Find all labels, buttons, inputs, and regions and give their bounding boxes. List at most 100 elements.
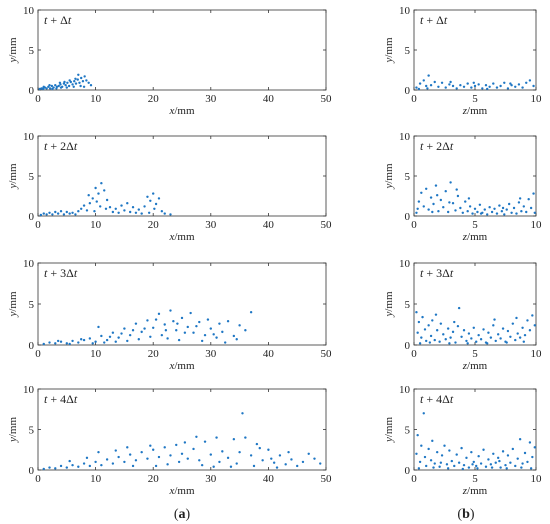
- data-point: [415, 311, 418, 314]
- y-axis-label: y/mm: [7, 37, 19, 64]
- data-point: [50, 84, 54, 88]
- data-point: [45, 213, 48, 216]
- data-point: [420, 444, 423, 447]
- data-point: [493, 207, 496, 210]
- data-point: [134, 211, 138, 214]
- data-point: [74, 77, 77, 81]
- data-point: [284, 463, 287, 466]
- data-point: [418, 460, 422, 464]
- data-points: [415, 412, 536, 471]
- data-point: [215, 436, 218, 439]
- data-point: [146, 195, 149, 198]
- data-point: [232, 334, 236, 338]
- data-point: [460, 446, 463, 450]
- data-point: [140, 212, 143, 215]
- y-axis-label: y/mm: [7, 163, 19, 190]
- data-point: [146, 457, 149, 460]
- data-point: [476, 467, 479, 470]
- data-point: [422, 205, 425, 208]
- data-point: [473, 207, 477, 210]
- scatter-panel-a1: 0 10 20 30 40 50 0 5 10 x/mm y/mm t + Δt: [7, 5, 332, 117]
- x-tick-label: 40: [263, 348, 275, 360]
- data-point: [464, 200, 467, 203]
- data-point: [131, 464, 135, 468]
- data-point: [88, 464, 92, 468]
- data-point: [466, 342, 469, 345]
- x-axis-label: x/mm: [168, 485, 195, 497]
- data-point: [490, 210, 494, 214]
- data-point: [104, 207, 108, 210]
- data-point: [126, 202, 129, 205]
- data-point: [85, 209, 89, 212]
- data-point: [498, 204, 501, 207]
- data-point: [97, 192, 100, 195]
- data-point: [428, 341, 432, 344]
- x-tick-label: 10: [531, 348, 543, 360]
- data-point: [526, 460, 529, 464]
- data-point: [82, 204, 86, 207]
- y-tick-label: 10: [23, 384, 35, 396]
- data-point: [499, 466, 502, 469]
- data-point: [55, 87, 58, 90]
- data-point: [94, 460, 97, 464]
- data-point: [494, 339, 497, 343]
- x-tick-label: 20: [148, 219, 160, 231]
- x-tick-label: 50: [321, 93, 333, 105]
- data-point: [425, 84, 428, 88]
- data-point: [77, 73, 80, 77]
- data-point: [83, 75, 86, 78]
- data-point: [451, 84, 455, 88]
- data-point: [509, 82, 512, 85]
- data-point: [95, 200, 98, 203]
- data-point: [466, 82, 469, 85]
- data-point: [528, 441, 532, 444]
- data-point: [488, 85, 491, 89]
- data-point: [105, 198, 109, 202]
- data-point: [486, 213, 489, 216]
- data-point: [529, 206, 533, 210]
- data-point: [238, 450, 241, 454]
- data-point: [180, 316, 184, 320]
- y-tick-label: 5: [29, 171, 35, 183]
- data-point: [82, 85, 86, 89]
- data-point: [195, 435, 198, 438]
- data-point: [51, 87, 54, 91]
- data-point: [58, 81, 62, 85]
- time-label: t + 2Δt: [44, 139, 78, 153]
- data-point: [290, 458, 293, 461]
- data-point: [483, 208, 486, 211]
- y-tick-label: 10: [399, 384, 411, 396]
- data-point: [71, 463, 74, 467]
- x-tick-label: 20: [148, 93, 160, 105]
- data-point: [448, 83, 451, 86]
- x-tick-label: 30: [205, 93, 217, 105]
- y-tick-label: 10: [399, 131, 411, 143]
- data-point: [465, 456, 468, 460]
- data-point: [68, 79, 71, 82]
- data-point: [444, 86, 447, 89]
- data-point: [195, 324, 198, 328]
- data-point: [88, 337, 92, 340]
- data-point: [462, 329, 466, 332]
- x-tick-label: 40: [263, 473, 275, 485]
- data-point: [438, 340, 441, 343]
- data-point: [48, 87, 52, 90]
- data-point: [177, 460, 181, 464]
- data-point: [520, 210, 523, 213]
- data-point: [166, 337, 169, 340]
- data-point: [507, 202, 511, 206]
- data-point: [180, 452, 184, 455]
- data-point: [496, 456, 500, 460]
- data-point: [455, 453, 458, 456]
- data-point: [123, 209, 126, 212]
- data-point: [520, 466, 523, 469]
- data-point: [479, 212, 483, 215]
- y-tick-label: 0: [405, 465, 411, 477]
- data-point: [160, 210, 164, 213]
- data-point: [143, 205, 146, 208]
- data-point: [140, 330, 143, 334]
- data-point: [498, 459, 501, 463]
- data-point: [454, 209, 457, 212]
- data-point: [221, 450, 224, 453]
- scatter-panel-b1: 0 5 10 0 5 10 z/mm y/mm t + Δt: [383, 5, 542, 117]
